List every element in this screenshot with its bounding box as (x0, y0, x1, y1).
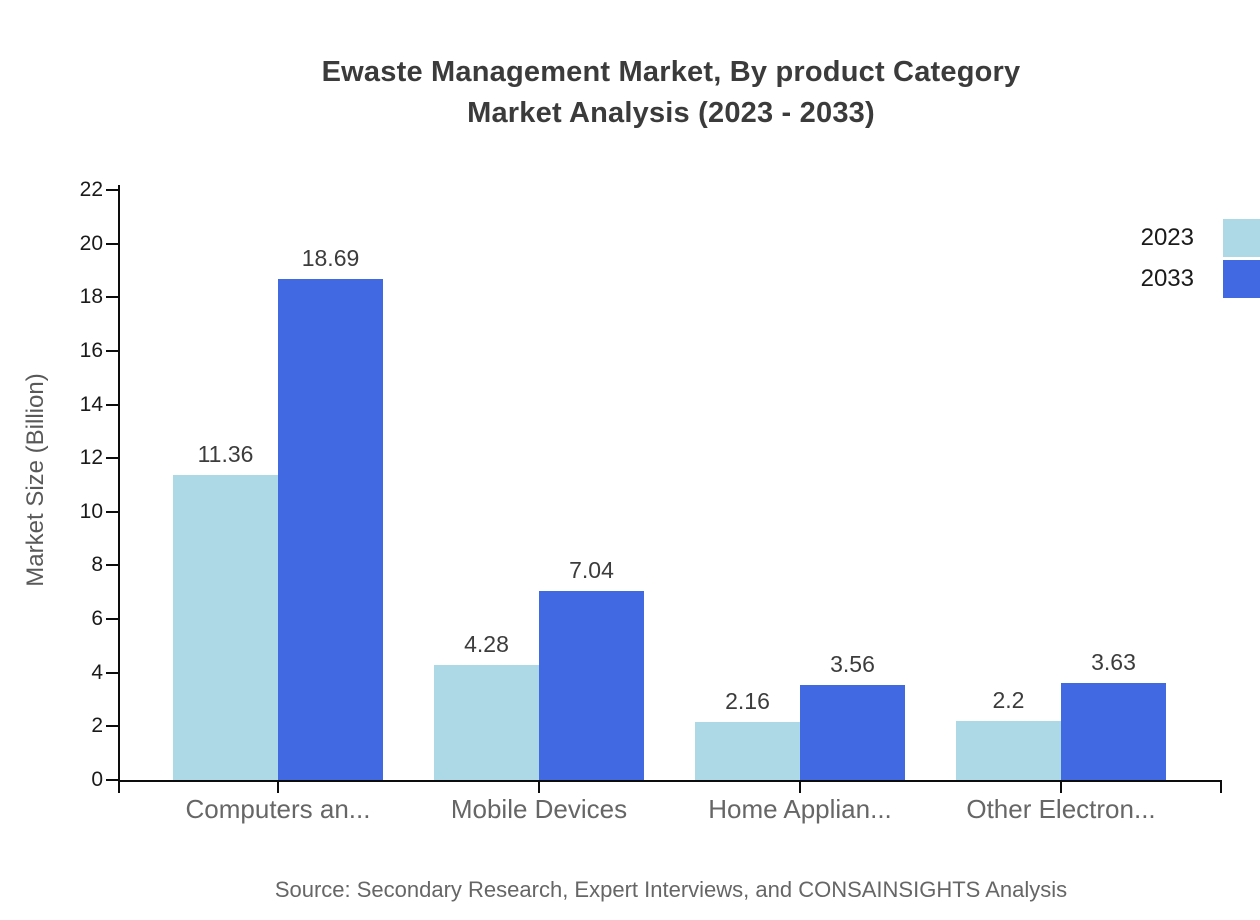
bar-2033-3 (1061, 682, 1166, 780)
bar-2033-2 (800, 684, 905, 780)
y-tick-label: 2 (91, 714, 103, 738)
y-tick-label: 16 (79, 338, 103, 362)
x-tick-mark (799, 782, 801, 793)
chart-title: Ewaste Management Market, By product Cat… (120, 52, 1222, 134)
y-tick-label: 22 (79, 178, 103, 201)
y-tick-mark (106, 457, 118, 460)
x-category-label: Home Applian... (708, 794, 892, 824)
bar-2023-1 (434, 665, 539, 780)
y-tick-label: 0 (91, 768, 103, 791)
bar-value-2033-2: 3.56 (830, 650, 875, 677)
y-tick-mark (106, 671, 118, 674)
y-tick-label: 12 (79, 446, 103, 470)
y-tick-label: 6 (91, 607, 103, 631)
y-tick-mark (106, 189, 118, 191)
bar-value-2033-1: 7.04 (569, 557, 614, 584)
y-tick-label: 8 (91, 553, 103, 577)
bar-2033-1 (539, 591, 644, 780)
x-category-label: Computers an... (185, 794, 371, 824)
x-tick-mark (277, 782, 279, 793)
legend-item-2033: 2033 (1141, 260, 1260, 298)
legend-label-2023: 2023 (1140, 224, 1194, 251)
y-tick-mark (106, 349, 118, 352)
x-axis-line (118, 780, 1222, 782)
y-tick-mark (106, 242, 118, 245)
bar-2033-0 (278, 278, 383, 780)
y-tick-mark (106, 564, 118, 567)
y-tick-mark (106, 618, 118, 621)
y-axis-line (118, 185, 120, 793)
y-tick-label: 18 (79, 285, 103, 309)
legend-swatch-2033 (1223, 260, 1260, 298)
y-tick-mark (106, 510, 118, 513)
y-tick-mark (106, 403, 118, 406)
chart-title-line1: Ewaste Management Market, By product Cat… (321, 56, 1021, 88)
y-tick-mark (106, 296, 118, 299)
x-tick-mark (1060, 782, 1062, 793)
x-category-label: Other Electron... (966, 794, 1156, 824)
y-tick-mark (106, 779, 118, 781)
x-axis-end-tick (1220, 782, 1222, 793)
bar-2023-2 (695, 722, 800, 780)
legend-swatch-2023 (1223, 219, 1260, 257)
legend: 2023 2033 (1141, 219, 1260, 301)
bar-value-2023-3: 2.2 (992, 687, 1025, 713)
y-tick-label: 20 (79, 231, 103, 255)
bar-value-2033-0: 18.69 (301, 244, 360, 271)
source-attribution: Source: Secondary Research, Expert Inter… (274, 877, 1068, 902)
bar-value-2033-3: 3.63 (1091, 648, 1136, 675)
bar-2023-3 (956, 721, 1061, 780)
bar-value-2023-1: 4.28 (464, 631, 509, 658)
y-tick-mark (106, 725, 118, 728)
y-tick-label: 14 (79, 392, 103, 416)
y-tick-label: 10 (79, 499, 103, 523)
chart-title-line2: Market Analysis (2023 - 2033) (467, 97, 875, 129)
x-tick-mark (538, 782, 540, 793)
y-tick-label: 4 (91, 660, 103, 684)
legend-item-2023: 2023 (1141, 219, 1260, 257)
x-category-label: Mobile Devices (450, 794, 628, 824)
bar-value-2023-0: 11.36 (197, 441, 254, 468)
bar-value-2023-2: 2.16 (725, 688, 770, 715)
legend-label-2033: 2033 (1140, 265, 1194, 292)
bar-2023-0 (173, 475, 278, 780)
